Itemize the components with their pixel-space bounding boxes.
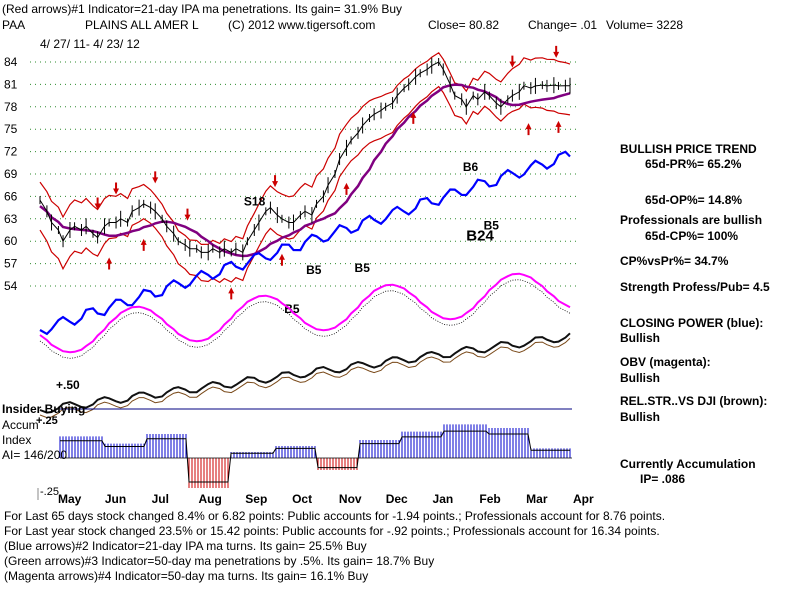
down-arrow	[184, 208, 191, 221]
plus50-label: +.50	[56, 378, 80, 392]
plus25-label: +.25	[36, 415, 58, 427]
obv-ma-line	[39, 279, 571, 359]
y-tick-labels: 84 81 78 75 72 69 66 63 60 57 54	[4, 55, 18, 293]
up-arrow	[228, 287, 235, 300]
closing-power-title: CLOSING POWER (blue):	[620, 316, 764, 330]
closing-power-value: Bullish	[620, 331, 661, 345]
professionals-bullish: Professionals are bullish	[620, 213, 763, 227]
y-tick-label: 63	[4, 212, 18, 226]
down-arrow	[94, 197, 101, 210]
cpvspr-value: CP%vsPr%= 34.7%	[620, 254, 729, 268]
copyright: (C) 2012 www.tigersoft.com	[228, 18, 376, 32]
up-arrow	[410, 111, 417, 124]
annotation-label: B6	[463, 160, 479, 174]
footer-line-magenta-arrows: (Magenta arrows)#4 Indicator=50-day ma t…	[4, 569, 369, 583]
annotation-label: B24	[466, 227, 494, 244]
index-label: Index	[2, 433, 32, 447]
down-arrow	[272, 175, 279, 188]
footer-line-65days: For Last 65 days stock changed 8.4% or 6…	[4, 509, 666, 523]
trend-title: BULLISH PRICE TREND	[620, 142, 757, 156]
header-line-red-arrows: (Red arrows)#1 Indicator=21-day IPA ma p…	[2, 2, 402, 16]
month-label: Nov	[339, 492, 362, 506]
up-arrow	[525, 123, 532, 136]
down-arrow	[152, 171, 159, 184]
relstr-value: Bullish	[620, 410, 661, 424]
accum-label: Accum	[2, 418, 39, 432]
up-arrow	[555, 120, 562, 133]
month-labels: May Jun Jul Aug Sep Oct Nov Dec Jan Feb Mar Apr	[58, 492, 594, 506]
date-range: 4/ 27/ 11- 4/ 23/ 12	[40, 37, 140, 51]
month-label: Sep	[245, 492, 267, 506]
change-value: Change= .01	[528, 18, 598, 32]
y-tick-label: 78	[4, 100, 18, 114]
annotation-label: B5	[355, 261, 371, 275]
y-tick-label: 60	[4, 234, 18, 248]
y-tick-label: 54	[4, 279, 18, 293]
month-label: Apr	[573, 492, 594, 506]
up-arrow	[140, 238, 147, 251]
annotation-label: B5	[484, 218, 500, 232]
ma50-line	[39, 83, 571, 258]
ai-label: AI= 146/200	[2, 448, 68, 462]
up-arrow	[278, 253, 285, 266]
signal-arrows	[94, 45, 562, 300]
y-tick-label: 84	[4, 55, 18, 69]
upper-band-line	[39, 51, 571, 246]
up-arrow	[343, 182, 350, 195]
month-label: Aug	[198, 492, 221, 506]
relstr-line	[39, 332, 571, 414]
lower-band-line	[39, 85, 571, 284]
y-tick-label: 75	[4, 122, 18, 136]
accum-title: Currently Accumulation	[620, 457, 756, 471]
volume-value: Volume= 3228	[606, 18, 684, 32]
month-label: Jul	[152, 492, 169, 506]
y-tick-label: 69	[4, 167, 18, 181]
footer-line-year: For Last year stock changed 23.5% or 15.…	[4, 524, 660, 538]
month-label: Jun	[105, 492, 126, 506]
month-label: Oct	[292, 492, 312, 506]
footer-line-blue-arrows: (Blue arrows)#2 Indicator=21-day IPA ma …	[4, 539, 367, 553]
annotation-label: B5	[306, 263, 322, 277]
y-tick-label: 66	[4, 189, 18, 203]
relstr-title: REL.STR..VS DJI (brown):	[620, 394, 768, 408]
annotation-label: S18	[244, 194, 266, 208]
obv-line	[39, 272, 571, 354]
strength-value: Strength Profess/Pub= 4.5	[620, 280, 770, 294]
annotation-label: B5	[284, 302, 300, 316]
close-value: Close= 80.82	[428, 18, 500, 32]
ip-value: IP= .086	[640, 472, 686, 486]
month-label: Feb	[479, 492, 500, 506]
down-arrow	[509, 55, 516, 68]
price-bars	[39, 57, 571, 261]
y-tick-label: 57	[4, 257, 18, 271]
month-label: Mar	[526, 492, 548, 506]
up-arrow	[106, 257, 113, 270]
op-value: 65d-OP%= 14.8%	[645, 193, 743, 207]
obv-value: Bullish	[620, 371, 661, 385]
y-tick-label: 72	[4, 145, 18, 159]
minus25-label: -.25	[40, 486, 59, 498]
closing-power-line	[39, 150, 571, 336]
y-tick-label: 81	[4, 77, 18, 91]
company-name: PLAINS ALL AMER L	[85, 18, 199, 32]
month-label: May	[58, 492, 82, 506]
down-arrow	[553, 45, 560, 58]
pr-value: 65d-PR%= 65.2%	[645, 157, 742, 171]
insider-buying-label: Insider Buying	[2, 402, 86, 416]
accum-ma-line	[60, 430, 570, 483]
month-label: Dec	[386, 492, 408, 506]
relstr-ma-line	[39, 337, 571, 419]
cp-value: 65d-CP%= 100%	[645, 229, 739, 243]
ticker-symbol: PAA	[2, 18, 26, 32]
footer-line-green-arrows: (Green arrows)#3 Indicator=50-day ma pen…	[4, 554, 435, 568]
month-label: Jan	[433, 492, 454, 506]
price-gridlines	[30, 61, 580, 287]
down-arrow	[113, 182, 120, 195]
obv-title: OBV (magenta):	[620, 355, 711, 369]
